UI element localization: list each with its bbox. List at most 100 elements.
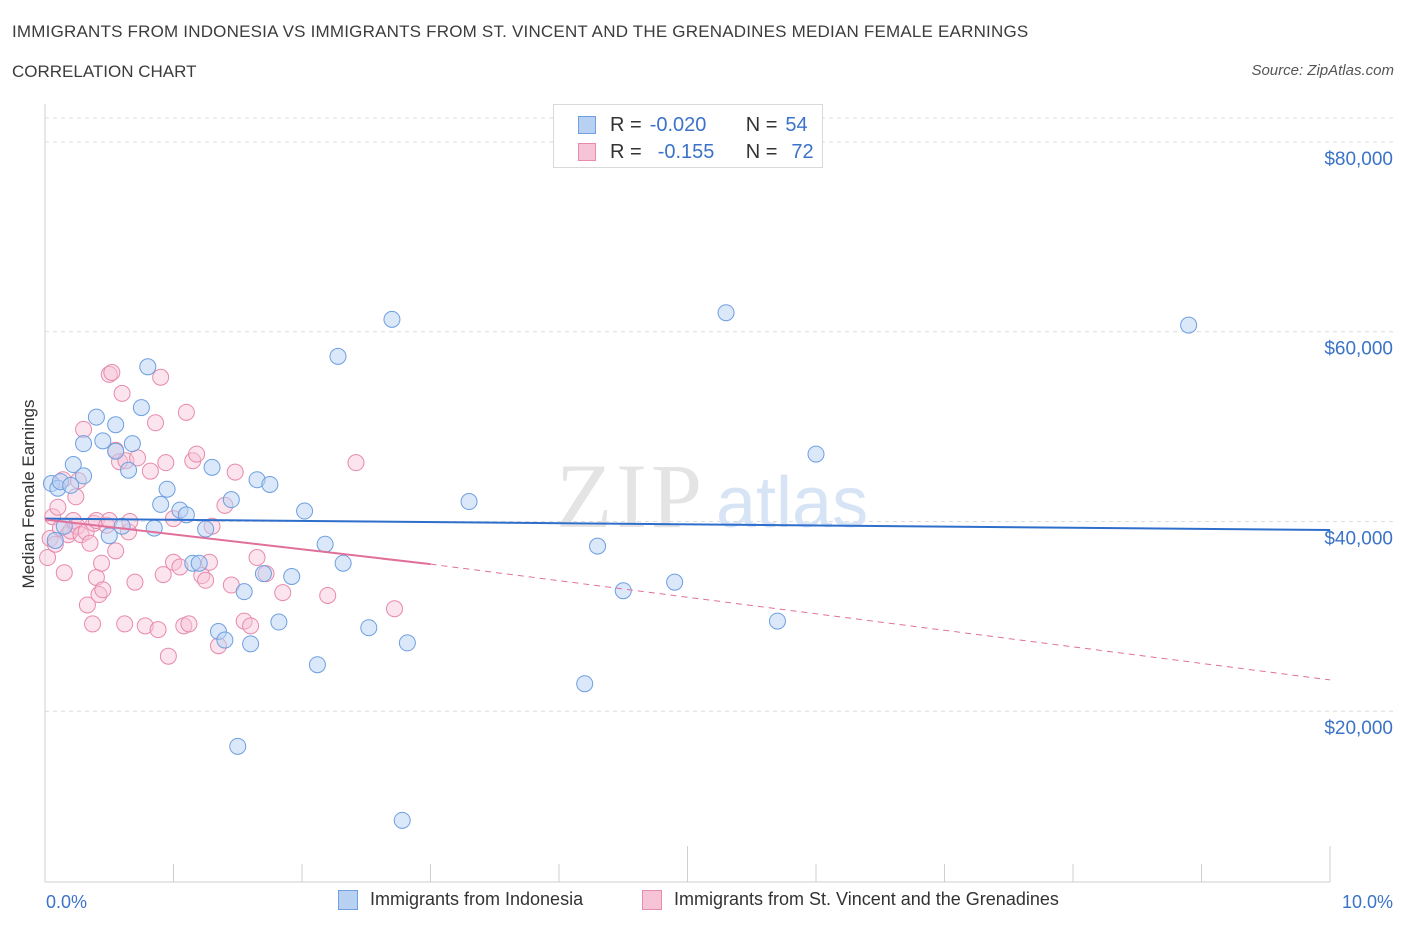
point-indonesia bbox=[460, 493, 478, 511]
point-indonesia bbox=[393, 811, 411, 829]
r-label: R = bbox=[610, 113, 642, 136]
point-indonesia bbox=[398, 634, 416, 652]
axes bbox=[44, 104, 1331, 883]
point-indonesia bbox=[75, 435, 93, 453]
point-indonesia bbox=[308, 656, 326, 674]
point-indonesia bbox=[139, 358, 157, 376]
r-value-indonesia: -0.020 bbox=[649, 113, 707, 136]
swatch-indonesia bbox=[578, 116, 596, 134]
n-label: N = bbox=[745, 113, 778, 136]
watermark-atlas: atlas bbox=[716, 463, 868, 543]
point-indonesia bbox=[807, 445, 825, 463]
point-stvincent bbox=[49, 498, 67, 516]
point-indonesia bbox=[123, 435, 141, 453]
point-indonesia bbox=[589, 537, 607, 555]
point-indonesia bbox=[158, 480, 176, 498]
point-indonesia bbox=[360, 619, 378, 637]
point-indonesia bbox=[222, 491, 240, 509]
point-stvincent bbox=[248, 549, 266, 567]
point-stvincent bbox=[39, 549, 57, 567]
n-value-stvincent: 72 bbox=[791, 140, 814, 163]
point-indonesia bbox=[152, 495, 170, 513]
point-indonesia bbox=[229, 737, 247, 755]
point-stvincent bbox=[113, 384, 131, 402]
point-indonesia bbox=[270, 613, 288, 631]
point-stvincent bbox=[116, 615, 134, 633]
stats-row-stvincent: R = -0.155 N = 72 bbox=[578, 140, 814, 164]
legend-item-indonesia[interactable]: Immigrants from Indonesia bbox=[338, 889, 583, 910]
n-value-indonesia: 54 bbox=[785, 113, 808, 136]
point-indonesia bbox=[120, 461, 138, 479]
point-indonesia bbox=[190, 554, 208, 572]
point-stvincent bbox=[78, 596, 96, 614]
point-stvincent bbox=[55, 564, 73, 582]
point-indonesia bbox=[717, 304, 735, 322]
point-stvincent bbox=[147, 414, 165, 432]
point-stvincent bbox=[149, 621, 167, 639]
point-indonesia bbox=[235, 583, 253, 601]
point-stvincent bbox=[159, 647, 177, 665]
r-label: R = bbox=[610, 140, 642, 163]
point-stvincent bbox=[107, 542, 125, 560]
point-indonesia bbox=[64, 456, 82, 474]
point-indonesia bbox=[614, 582, 632, 600]
point-indonesia bbox=[197, 520, 215, 538]
legend-swatch-stvincent bbox=[642, 889, 662, 910]
point-stvincent bbox=[152, 368, 170, 386]
point-stvincent bbox=[154, 566, 172, 584]
trend-line-stvincent bbox=[44, 518, 431, 566]
point-stvincent bbox=[100, 365, 118, 383]
point-stvincent bbox=[188, 445, 206, 463]
point-indonesia bbox=[1180, 316, 1198, 334]
point-indonesia bbox=[94, 432, 112, 450]
point-indonesia bbox=[383, 310, 401, 328]
legend-label-stvincent: Immigrants from St. Vincent and the Gren… bbox=[674, 889, 1059, 909]
point-indonesia bbox=[75, 467, 93, 485]
series-indonesia-points bbox=[42, 304, 1198, 829]
stats-row-indonesia: R = -0.020 N = 54 bbox=[578, 113, 808, 137]
point-stvincent bbox=[84, 615, 102, 633]
point-stvincent bbox=[93, 554, 111, 572]
series-legend: Immigrants from Indonesia Immigrants fro… bbox=[0, 889, 1406, 915]
legend-item-stvincent[interactable]: Immigrants from St. Vincent and the Gren… bbox=[642, 889, 1059, 910]
point-stvincent bbox=[180, 615, 198, 633]
point-indonesia bbox=[296, 502, 314, 520]
point-indonesia bbox=[283, 567, 301, 585]
point-indonesia bbox=[261, 475, 279, 493]
point-indonesia bbox=[576, 675, 594, 693]
point-stvincent bbox=[75, 420, 93, 438]
y-tick-label: $80,000 bbox=[1324, 149, 1393, 170]
stats-legend: R = -0.020 N = 54 R = -0.155 N = 72 bbox=[553, 104, 823, 168]
point-indonesia bbox=[768, 612, 786, 630]
point-stvincent bbox=[177, 403, 195, 421]
point-stvincent bbox=[347, 454, 365, 472]
point-indonesia bbox=[242, 635, 260, 653]
point-indonesia bbox=[316, 535, 334, 553]
y-tick-label: $20,000 bbox=[1324, 718, 1393, 739]
x-tick-label-min: 0.0% bbox=[46, 892, 87, 912]
y-tick-label: $60,000 bbox=[1324, 339, 1393, 360]
trend-line-indonesia bbox=[44, 517, 1331, 532]
trend-line-stvincent-extension bbox=[430, 563, 1331, 681]
point-stvincent bbox=[94, 581, 112, 599]
point-indonesia bbox=[107, 416, 125, 434]
trend-lines bbox=[44, 517, 1331, 681]
point-stvincent bbox=[136, 617, 154, 635]
point-indonesia bbox=[132, 399, 150, 417]
point-stvincent bbox=[242, 617, 260, 635]
point-stvincent bbox=[157, 454, 175, 472]
swatch-stvincent bbox=[578, 143, 596, 161]
legend-swatch-indonesia bbox=[338, 889, 358, 910]
point-stvincent bbox=[226, 463, 244, 481]
point-indonesia bbox=[329, 347, 347, 365]
watermark-zip: ZIP bbox=[556, 445, 706, 547]
point-indonesia bbox=[177, 506, 195, 524]
legend-label-indonesia: Immigrants from Indonesia bbox=[370, 889, 584, 909]
chart-title: IMMIGRANTS FROM INDONESIA VS IMMIGRANTS … bbox=[12, 22, 1029, 41]
point-stvincent bbox=[319, 586, 337, 604]
y-axis-label: Median Female Earnings bbox=[19, 400, 38, 589]
n-label: N = bbox=[745, 140, 778, 163]
y-tick-labels: $20,000 $40,000 $60,000 $80,000 bbox=[1324, 149, 1393, 739]
point-stvincent bbox=[126, 573, 144, 591]
